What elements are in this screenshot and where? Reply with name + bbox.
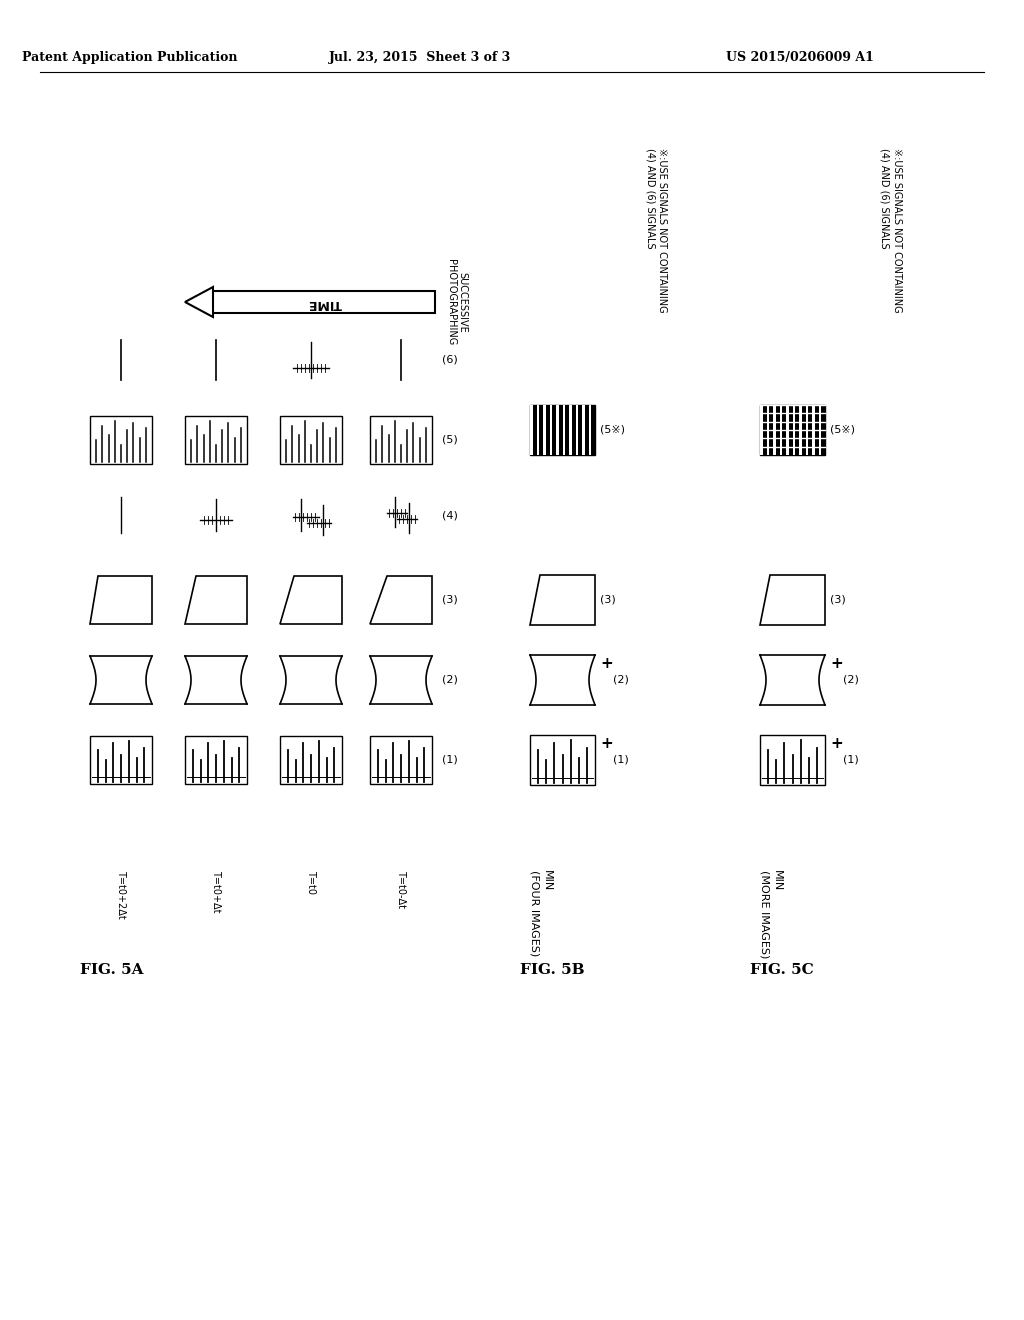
Text: ※:USE SIGNALS NOT CONTAINING
(4) AND (6) SIGNALS: ※:USE SIGNALS NOT CONTAINING (4) AND (6)… — [880, 148, 902, 313]
Bar — [90, 737, 152, 784]
Text: T=t0+2Δt: T=t0+2Δt — [116, 870, 126, 919]
Bar — [582, 405, 585, 455]
Bar — [760, 735, 825, 785]
Bar — [760, 405, 763, 455]
Polygon shape — [185, 286, 213, 317]
Text: (5※): (5※) — [600, 425, 625, 436]
Text: (2): (2) — [442, 675, 458, 685]
Bar — [530, 405, 532, 455]
Text: (4): (4) — [442, 510, 458, 520]
Text: (3): (3) — [830, 595, 846, 605]
Text: +: + — [600, 735, 612, 751]
Text: (1): (1) — [843, 755, 859, 766]
Text: FIG. 5B: FIG. 5B — [520, 964, 585, 977]
Bar — [812, 405, 815, 455]
Text: (1): (1) — [613, 755, 629, 766]
Bar — [90, 416, 152, 465]
Bar — [773, 405, 775, 455]
Text: (2): (2) — [843, 675, 859, 685]
Text: ※:USE SIGNALS NOT CONTAINING
(4) AND (6) SIGNALS: ※:USE SIGNALS NOT CONTAINING (4) AND (6)… — [645, 148, 668, 313]
Bar — [185, 416, 247, 465]
Bar — [370, 737, 432, 784]
Bar — [185, 737, 247, 784]
Text: T=t0+Δt: T=t0+Δt — [211, 870, 221, 912]
Bar — [530, 735, 595, 785]
Bar — [793, 405, 795, 455]
Text: TIME: TIME — [308, 297, 342, 309]
Text: (2): (2) — [613, 675, 629, 685]
Bar — [211, 290, 435, 313]
Text: (5): (5) — [442, 436, 458, 445]
Bar — [818, 405, 821, 455]
Bar — [589, 405, 591, 455]
Text: +: + — [600, 656, 612, 671]
Bar — [786, 405, 788, 455]
Text: T=t0-Δt: T=t0-Δt — [396, 870, 406, 908]
Text: (6): (6) — [442, 355, 458, 366]
Bar — [575, 405, 579, 455]
Bar — [543, 405, 546, 455]
Text: (3): (3) — [442, 595, 458, 605]
Text: (1): (1) — [442, 755, 458, 766]
Text: MIN
(FOUR IMAGES): MIN (FOUR IMAGES) — [530, 870, 552, 956]
Text: FIG. 5A: FIG. 5A — [80, 964, 143, 977]
Bar — [370, 416, 432, 465]
Text: SUCCESSIVE
PHOTOGRAPHING: SUCCESSIVE PHOTOGRAPHING — [446, 259, 468, 345]
Text: Jul. 23, 2015  Sheet 3 of 3: Jul. 23, 2015 Sheet 3 of 3 — [329, 51, 511, 65]
Text: T=t0: T=t0 — [306, 870, 316, 894]
Text: US 2015/0206009 A1: US 2015/0206009 A1 — [726, 51, 873, 65]
Text: (3): (3) — [600, 595, 615, 605]
Bar — [767, 405, 769, 455]
Bar — [569, 405, 571, 455]
Bar — [530, 405, 595, 455]
Bar — [806, 405, 808, 455]
Text: (5※): (5※) — [830, 425, 855, 436]
Text: Patent Application Publication: Patent Application Publication — [23, 51, 238, 65]
Bar — [779, 405, 782, 455]
Text: MIN
(MORE IMAGES): MIN (MORE IMAGES) — [760, 870, 781, 958]
Bar — [556, 405, 559, 455]
Bar — [537, 405, 539, 455]
Bar — [280, 416, 342, 465]
Text: +: + — [830, 735, 843, 751]
Bar — [550, 405, 552, 455]
Text: +: + — [830, 656, 843, 671]
Text: FIG. 5C: FIG. 5C — [750, 964, 814, 977]
Bar — [562, 405, 565, 455]
Bar — [760, 405, 825, 455]
Bar — [280, 737, 342, 784]
Bar — [799, 405, 802, 455]
